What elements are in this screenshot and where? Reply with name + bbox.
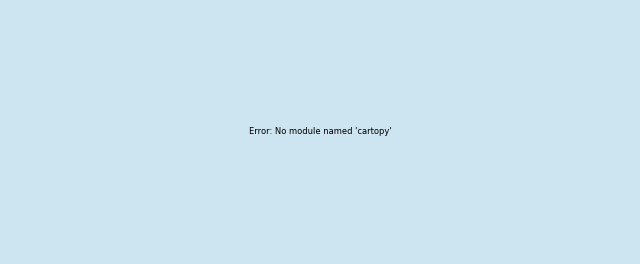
Text: Error: No module named 'cartopy': Error: No module named 'cartopy' (249, 128, 391, 136)
